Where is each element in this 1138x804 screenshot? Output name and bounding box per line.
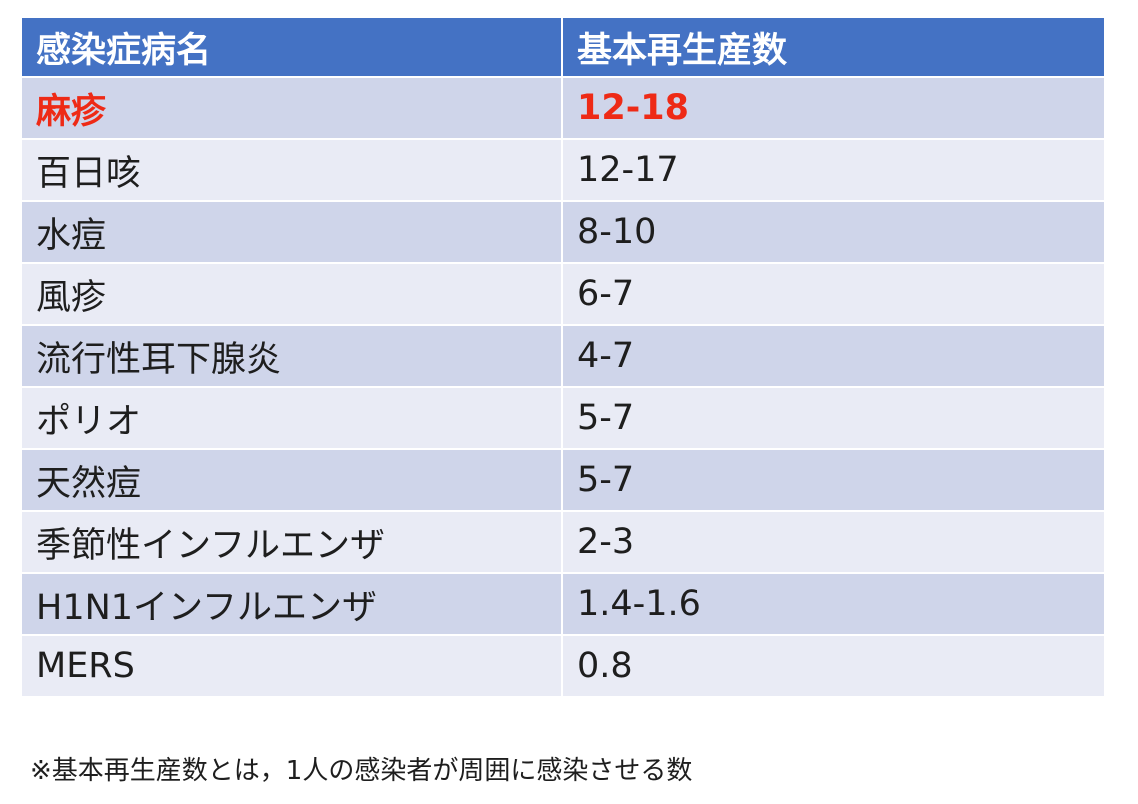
footnote: ※基本再生産数とは，1人の感染者が周囲に感染させる数 [30,756,693,786]
table-row: 天然痘 5-7 [20,448,1106,512]
header-cell: 基本再生産数 [561,16,1106,78]
disease-cell: 水痘 [20,200,563,264]
table-row: 季節性インフルエンザ 2-3 [20,510,1106,574]
table-body: 麻疹 12-18 百日咳 12-17 水痘 8-10 風疹 6-7 流行性耳下腺炎 4-7 ポリオ 5… [20,76,1106,698]
disease-cell: 流行性耳下腺炎 [20,324,563,388]
table-row: 流行性耳下腺炎 4-7 [20,324,1106,388]
table-row: 水痘 8-10 [20,200,1106,264]
r0-cell: 12-18 [561,76,1106,140]
r0-cell: 0.8 [561,634,1106,698]
table-row: H1N1インフルエンザ 1.4-1.6 [20,572,1106,636]
table-row: MERS 0.8 [20,634,1106,698]
r0-cell: 8-10 [561,200,1106,264]
disease-cell: 風疹 [20,262,563,326]
r0-cell: 2-3 [561,510,1106,574]
disease-cell: ポリオ [20,386,563,450]
header-row: 感染症病名 基本再生産数 [20,16,1106,78]
table-header: 感染症病名 基本再生産数 [20,16,1106,78]
disease-cell: 天然痘 [20,448,563,512]
r0-cell: 5-7 [561,386,1106,450]
table-row: ポリオ 5-7 [20,386,1106,450]
table-row: 百日咳 12-17 [20,138,1106,202]
table-row: 麻疹 12-18 [20,76,1106,140]
r0-cell: 5-7 [561,448,1106,512]
data-table: 感染症病名 基本再生産数 麻疹 12-18 百日咳 12-17 水痘 8-10 風疹 6-7 流… [20,16,1106,698]
r0-cell: 12-17 [561,138,1106,202]
r0-cell: 4-7 [561,324,1106,388]
disease-cell: 季節性インフルエンザ [20,510,563,574]
disease-cell: 麻疹 [20,76,563,140]
disease-cell: 百日咳 [20,138,563,202]
header-cell: 感染症病名 [20,16,563,78]
r0-cell: 1.4-1.6 [561,572,1106,636]
r0-cell: 6-7 [561,262,1106,326]
disease-cell: H1N1インフルエンザ [20,572,563,636]
disease-cell: MERS [20,634,563,698]
table-row: 風疹 6-7 [20,262,1106,326]
